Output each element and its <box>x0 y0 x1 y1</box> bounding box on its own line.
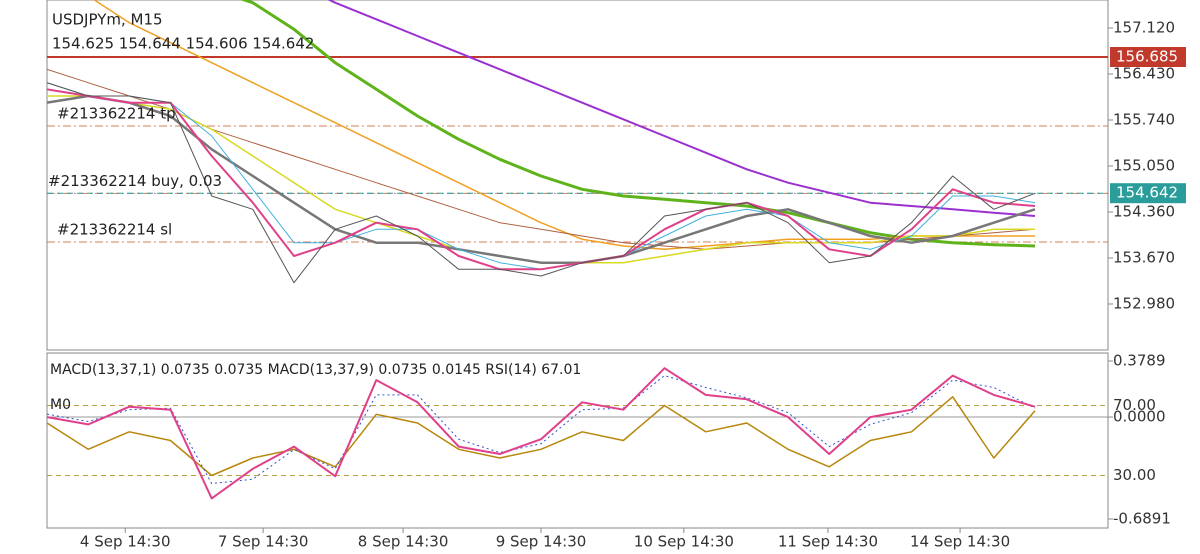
indicator-panel <box>46 352 1109 529</box>
ohlc-values: 154.625 154.644 154.606 154.642 <box>52 35 314 53</box>
series-line <box>47 82 1036 284</box>
series-line <box>47 396 1036 477</box>
x-tick-label: 14 Sep 14:30 <box>910 533 1010 551</box>
x-tick-label: 8 Sep 14:30 <box>358 533 449 551</box>
indicator-m0: M0 <box>50 397 71 413</box>
series-line <box>47 94 1036 264</box>
series-line <box>47 367 1036 500</box>
order-label: #213362214 buy, 0.03 <box>48 172 222 190</box>
y-tick-label: 0.3789 <box>1113 352 1166 370</box>
y-tick-label: 153.670 <box>1113 249 1175 267</box>
x-tick-label: 9 Sep 14:30 <box>496 533 587 551</box>
y-tick-label: -0.6891 <box>1113 509 1171 527</box>
series-line <box>92 0 1035 251</box>
order-label: #213362214 sl <box>57 221 172 239</box>
overlay: 157.120 156.430 155.740 155.050 154.360 153.6… <box>48 19 1186 551</box>
series-line <box>327 0 1036 217</box>
y-tick-label: 155.740 <box>1113 111 1175 129</box>
x-tick-label: 10 Sep 14:30 <box>634 533 734 551</box>
price-label-box <box>1110 47 1186 67</box>
y-tick-label: 157.120 <box>1113 19 1175 37</box>
indicator-title: MACD(13,37,1) 0.0735 0.0735 MACD(13,37,9… <box>50 362 581 378</box>
x-tick-label: 11 Sep 14:30 <box>778 533 878 551</box>
y2-tick-label: 70.00 <box>1113 396 1156 414</box>
y-tick-label: 154.360 <box>1113 203 1175 221</box>
y2-tick-label: 30.00 <box>1113 466 1156 484</box>
x-tick-label: 7 Sep 14:30 <box>218 533 309 551</box>
price-label: 154.642 <box>1116 184 1178 202</box>
main-panel <box>46 0 1109 351</box>
price-plot <box>47 0 1108 284</box>
symbol-title: USDJPYm, M15 <box>52 11 163 29</box>
price-label: 156.685 <box>1116 48 1178 66</box>
x-tick-label: 4 Sep 14:30 <box>80 533 171 551</box>
y-tick-label: 156.430 <box>1113 65 1175 83</box>
y-tick-label: 152.980 <box>1113 295 1175 313</box>
price-label-box <box>1110 183 1186 204</box>
indicator-plot <box>47 367 1108 500</box>
series-line <box>239 0 1036 248</box>
y-tick-label: 155.050 <box>1113 157 1175 175</box>
series-line <box>47 375 1036 485</box>
order-label: #213362214 tp <box>57 105 176 123</box>
y-tick-label: 0.0000 <box>1113 408 1166 426</box>
